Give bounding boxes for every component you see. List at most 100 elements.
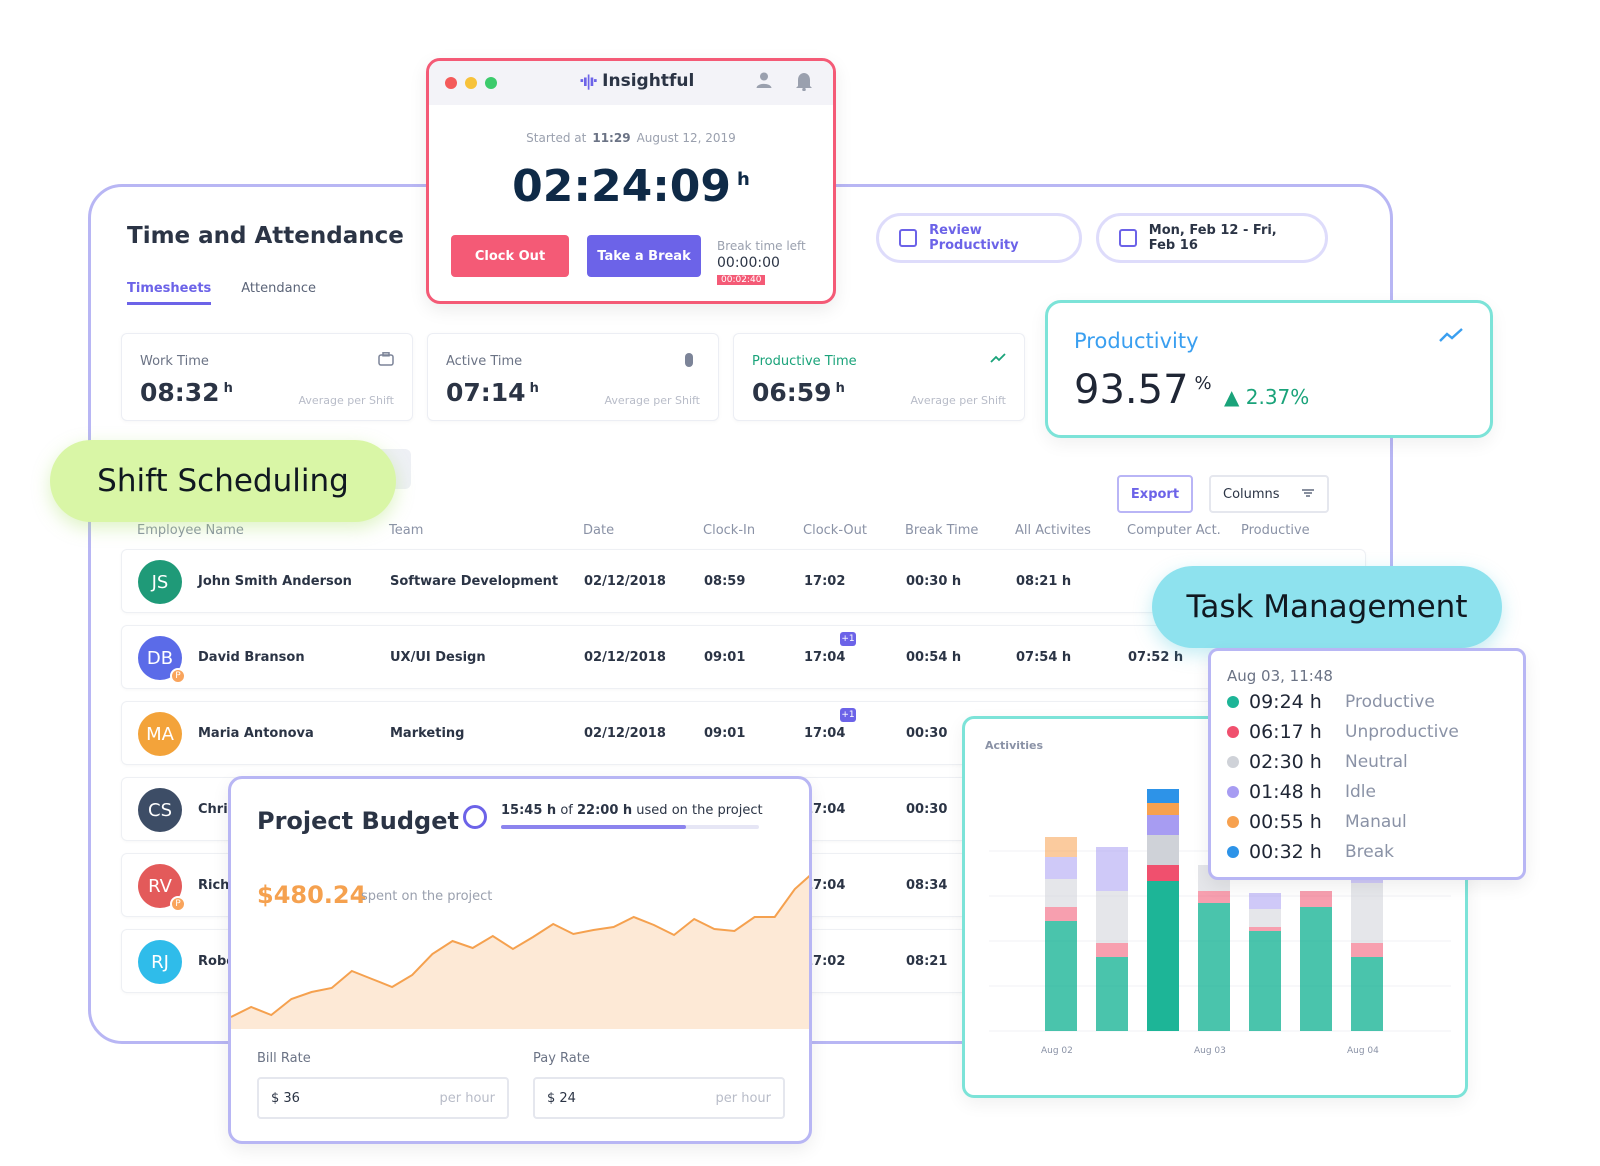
cell-name: Robe: [198, 954, 236, 969]
brand-name: Insightful: [602, 71, 695, 91]
legend-time: 00:32 h: [1249, 841, 1322, 863]
extra-entries-badge[interactable]: +1: [840, 708, 856, 722]
avatar-status-badge: P: [170, 896, 186, 912]
trend-up-icon: [990, 352, 1006, 368]
bar-segment-neutral[interactable]: [1045, 879, 1077, 907]
task-management-pill: Task Management: [1152, 566, 1502, 648]
legend-label: Manaul: [1345, 812, 1407, 832]
bar-segment-unproductive[interactable]: [1045, 907, 1077, 921]
stat-active-time: Active Time 07:14 h Average per Shift: [427, 333, 719, 421]
bar-segment-productive[interactable]: [1351, 957, 1383, 1031]
close-dot-icon[interactable]: [445, 77, 457, 89]
shift-scheduling-pill: Shift Scheduling: [50, 440, 396, 522]
budget-area-chart: [231, 875, 809, 1029]
minimize-dot-icon[interactable]: [465, 77, 477, 89]
review-productivity-button[interactable]: Review Productivity: [876, 213, 1082, 263]
legend-timestamp: Aug 03, 11:48: [1227, 667, 1333, 685]
bar-segment-productive[interactable]: [1198, 903, 1230, 1031]
cell-name: David Branson: [198, 650, 305, 665]
bill-rate-input[interactable]: $ 36 per hour: [257, 1077, 509, 1119]
cell-break: 08:34: [906, 878, 948, 893]
bar-segment-productive[interactable]: [1147, 881, 1179, 1031]
tab-timesheets[interactable]: Timesheets: [127, 281, 212, 305]
avatar: JS: [138, 560, 182, 604]
productivity-value: 93.57%: [1074, 367, 1212, 413]
export-button[interactable]: Export: [1117, 475, 1193, 513]
bell-icon[interactable]: [795, 71, 813, 96]
bar-segment-productive[interactable]: [1300, 907, 1332, 1031]
user-icon[interactable]: [755, 71, 773, 94]
bar-segment-productive[interactable]: [1249, 931, 1281, 1031]
bar-segment-idle[interactable]: [1045, 857, 1077, 879]
bar-segment-productive[interactable]: [1045, 921, 1077, 1031]
review-productivity-label: Review Productivity: [929, 223, 1019, 253]
column-header-team[interactable]: Team: [389, 523, 424, 538]
column-header-all-activities[interactable]: All Activites: [1015, 523, 1091, 538]
alarm-clock-icon: [463, 805, 487, 829]
budget-spent-label: spent on the project: [361, 889, 493, 904]
cell-out: 17:04: [804, 802, 846, 817]
legend-label: Neutral: [1345, 752, 1408, 772]
cell-name: Rich: [198, 878, 230, 893]
bar-segment-unproductive[interactable]: [1249, 927, 1281, 931]
bar-segment-neutral[interactable]: [1096, 891, 1128, 943]
column-header-date[interactable]: Date: [583, 523, 615, 538]
table-row[interactable]: DB P David Branson UX/UI Design 02/12/2018 09…: [121, 625, 1366, 689]
bar-segment-idle[interactable]: [1096, 847, 1128, 891]
maximize-dot-icon[interactable]: [485, 77, 497, 89]
project-budget-card: Project Budget 15:45 h of 22:00 h used o…: [228, 776, 812, 1144]
bar-segment-break[interactable]: [1147, 789, 1179, 803]
take-a-break-button[interactable]: Take a Break: [587, 235, 701, 277]
bar-segment-unproductive[interactable]: [1300, 891, 1332, 907]
cell-break: 00:30: [906, 726, 948, 741]
bar-segment-productive[interactable]: [1096, 957, 1128, 1031]
bar-segment-manual[interactable]: [1147, 803, 1179, 815]
cell-date: 02/12/2018: [584, 726, 666, 741]
activity-legend-card: Aug 03, 11:48 09:24 h Productive 06:17 h Un…: [1208, 648, 1526, 880]
legend-label: Break: [1345, 842, 1394, 862]
filter-icon: [1301, 487, 1315, 502]
columns-button[interactable]: Columns: [1209, 475, 1329, 513]
bar-segment-neutral[interactable]: [1249, 909, 1281, 927]
bar-segment-unproductive[interactable]: [1147, 865, 1179, 881]
cell-break: 00:30: [906, 802, 948, 817]
stat-productive-time: Productive Time 06:59 h Average per Shift: [733, 333, 1025, 421]
bar-segment-manual[interactable]: [1045, 837, 1077, 857]
avatar: CS: [138, 788, 182, 832]
tab-attendance[interactable]: Attendance: [241, 281, 316, 296]
bar-segment-unproductive[interactable]: [1351, 943, 1383, 957]
clock-out-button[interactable]: Clock Out: [451, 235, 569, 277]
waveform-icon: ·ı|ı·: [579, 72, 598, 90]
productivity-card: Productivity 93.57% ▲ 2.37%: [1045, 300, 1493, 438]
budget-progress-fill: [501, 825, 686, 829]
bar-segment-idle[interactable]: [1147, 815, 1179, 835]
legend-swatch: [1227, 786, 1239, 798]
date-range-picker[interactable]: Mon, Feb 12 - Fri, Feb 16: [1096, 213, 1328, 263]
column-header-productive[interactable]: Productive: [1241, 523, 1310, 538]
column-header-clock-out[interactable]: Clock-Out: [803, 523, 867, 538]
bar-segment-neutral[interactable]: [1147, 835, 1179, 865]
legend-label: Idle: [1345, 782, 1376, 802]
legend-time: 02:30 h: [1249, 751, 1322, 773]
trend-up-icon: [1438, 325, 1464, 349]
bar-segment-idle[interactable]: [1249, 893, 1281, 909]
cell-date: 02/12/2018: [584, 574, 666, 589]
avatar-status-badge: P: [170, 668, 186, 684]
cell-team: Software Development: [390, 574, 559, 589]
break-time-value: 00:00:00: [717, 255, 780, 271]
pay-rate-input[interactable]: $ 24 per hour: [533, 1077, 785, 1119]
bar-segment-unproductive[interactable]: [1096, 943, 1128, 957]
budget-progress-bar: [501, 825, 759, 829]
bar-segment-neutral[interactable]: [1351, 883, 1383, 943]
calendar-icon: [1119, 229, 1137, 247]
cell-in: 09:01: [704, 650, 746, 665]
column-header-employee[interactable]: Employee Name: [137, 523, 244, 538]
column-header-break-time[interactable]: Break Time: [905, 523, 979, 538]
timer-window: ·ı|ı· Insightful Started at 11:29 August 1…: [426, 58, 836, 304]
extra-entries-badge[interactable]: +1: [840, 632, 856, 646]
list-icon: [899, 229, 918, 247]
cell-all: 07:54 h: [1016, 650, 1072, 665]
bar-segment-unproductive[interactable]: [1198, 891, 1230, 903]
column-header-computer-activity[interactable]: Computer Act.: [1127, 523, 1221, 538]
column-header-clock-in[interactable]: Clock-In: [703, 523, 756, 538]
